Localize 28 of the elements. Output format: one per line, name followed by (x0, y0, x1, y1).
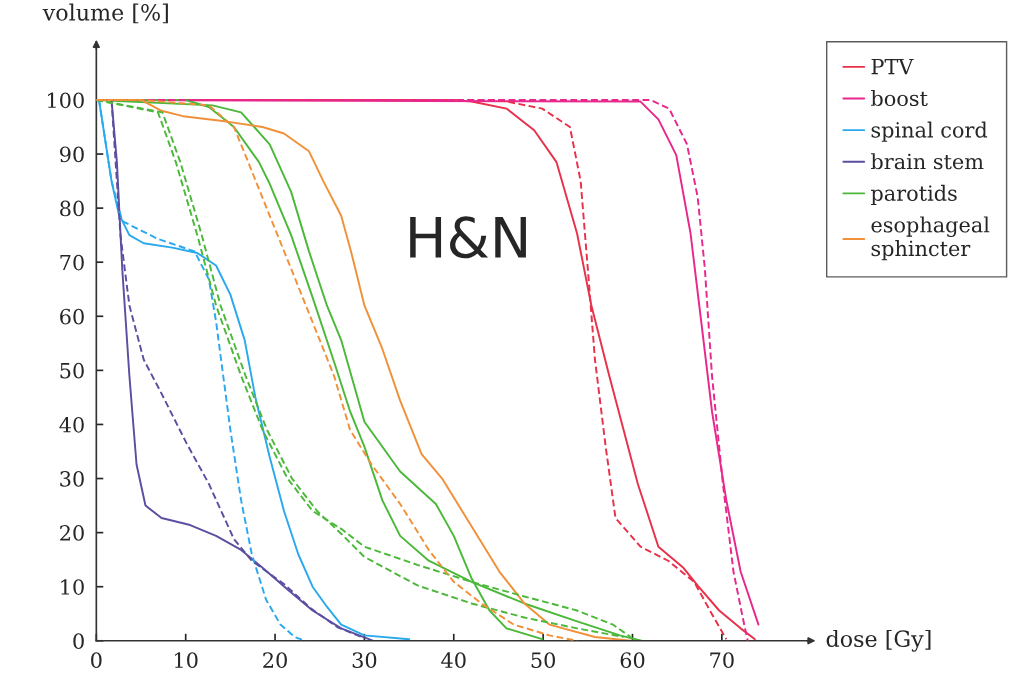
x-tick-label: 40 (441, 652, 466, 669)
x-tick-label: 0 (91, 652, 102, 669)
x-tick-label: 30 (352, 652, 377, 669)
y-tick-label: 60 (60, 308, 84, 325)
y-tick-label: 10 (61, 579, 84, 595)
x-tick-label: 50 (531, 652, 555, 669)
legend-label: brain stem (871, 153, 984, 170)
y-tick-label: 80 (60, 200, 84, 217)
x-tick-label: 10 (174, 652, 198, 669)
y-axis-title: volume [%] (42, 3, 168, 24)
y-tick-label: 20 (60, 525, 84, 541)
y-tick-label: 70 (60, 254, 84, 271)
y-tick-label: 90 (60, 146, 84, 163)
legend-label: PTV (871, 59, 914, 75)
legend-label: boost (871, 89, 928, 107)
annotation: H&N (410, 216, 526, 259)
legend-label: esophageal sphincter (871, 216, 990, 261)
y-tick-label: 50 (60, 362, 84, 379)
legend-label: parotids (871, 184, 957, 206)
x-tick-label: 70 (710, 652, 734, 669)
x-tick-label: 60 (620, 652, 645, 669)
x-axis-title: dose [Gy] (826, 629, 931, 652)
y-tick-label: 100 (48, 92, 84, 109)
y-tick-label: 30 (60, 470, 84, 487)
legend-label: spinal cord (871, 121, 988, 142)
x-tick-label: 20 (263, 652, 287, 669)
y-tick-label: 0 (73, 633, 84, 649)
y-tick-label: 40 (59, 416, 84, 433)
